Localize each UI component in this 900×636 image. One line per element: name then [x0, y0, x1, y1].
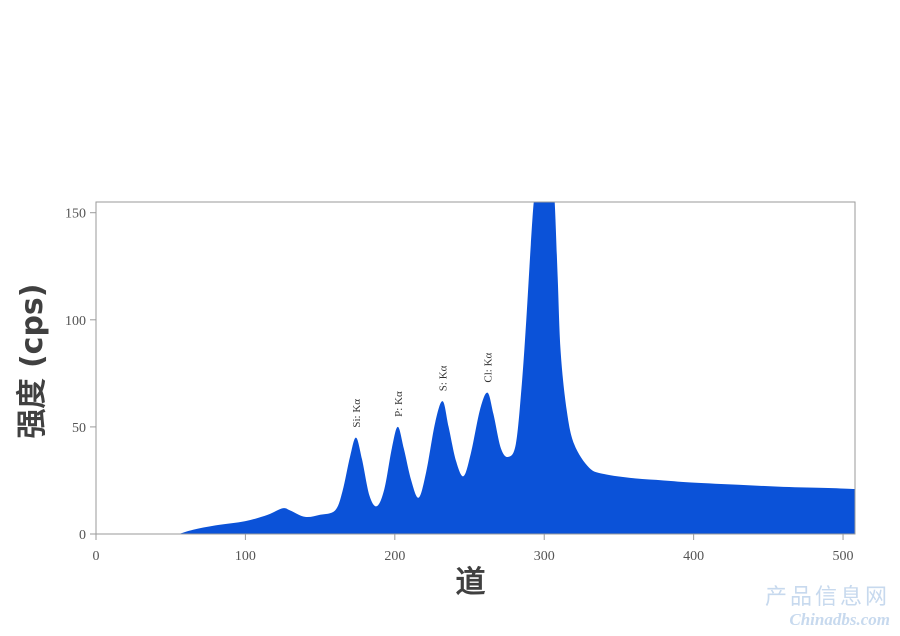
plot-area	[95, 201, 856, 535]
peak-label: P: Kα	[393, 391, 405, 417]
x-axis: 0 100 200 300 400 500	[93, 533, 855, 564]
y-tick-label: 0	[79, 528, 86, 543]
watermark-line2: Chinadbs.com	[789, 610, 890, 630]
x-tick-label: 0	[93, 549, 100, 564]
y-axis-title: 强度 (cps)	[15, 284, 50, 439]
peak-annotations: Si: Kα P: Kα S: Kα Cl: Kα	[351, 352, 494, 427]
x-axis-title: 道	[456, 565, 486, 600]
peak-label: S: Kα	[438, 365, 450, 391]
x-tick-label: 400	[683, 549, 704, 564]
y-tick-label: 100	[65, 314, 86, 329]
x-tick-label: 200	[384, 549, 405, 564]
peak-label: Si: Kα	[351, 399, 363, 428]
y-tick-label: 150	[65, 207, 86, 222]
peak-label: Cl: Kα	[482, 352, 494, 382]
x-tick-label: 500	[833, 549, 854, 564]
spectrum-area	[96, 202, 855, 534]
y-axis: 0 50 100 150	[65, 207, 96, 543]
y-tick-label: 50	[72, 421, 86, 436]
watermark: 产品信息网 Chinadbs.com	[765, 585, 890, 630]
watermark-line1: 产品信息网	[764, 585, 890, 611]
x-tick-label: 300	[534, 549, 555, 564]
x-tick-label: 100	[235, 549, 256, 564]
